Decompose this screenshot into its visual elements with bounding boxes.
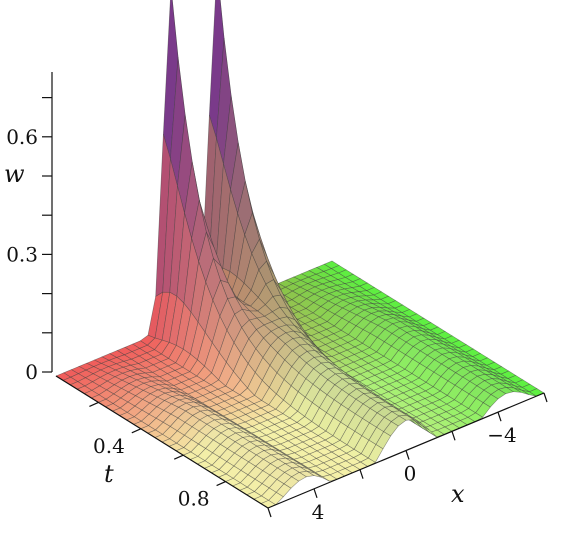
x-tick-label: 4	[312, 500, 325, 524]
t-tick-label: 0.4	[93, 434, 125, 458]
ticks: 0 0.3 0.6 0.4 0.8 4 0 −4	[6, 96, 548, 524]
x-tick-mark	[543, 392, 548, 403]
t-tick-mark	[173, 454, 184, 460]
t-tick-mark	[89, 401, 99, 407]
w-tick-label: 0	[25, 360, 38, 384]
x-tick-mark	[267, 507, 272, 518]
t-tick-mark	[131, 428, 142, 434]
t-axis-line	[55, 375, 269, 509]
x-tick-label: 0	[404, 462, 417, 486]
w-axis-label: w	[4, 160, 25, 188]
t-axis-label: t	[104, 460, 114, 488]
x-tick-mark	[405, 450, 410, 460]
x-tick-mark	[451, 431, 456, 441]
t-tick-label: 0.8	[178, 487, 210, 511]
surface-mesh	[55, 0, 545, 509]
w-tick-label: 0.3	[6, 242, 38, 266]
w-tick-label: 0.6	[6, 125, 38, 149]
x-tick-mark	[313, 488, 318, 499]
x-tick-mark	[497, 411, 502, 422]
t-tick-mark	[216, 481, 226, 487]
x-axis-label: x	[451, 480, 465, 508]
x-tick-label: −4	[487, 423, 516, 447]
x-tick-mark	[359, 469, 364, 479]
